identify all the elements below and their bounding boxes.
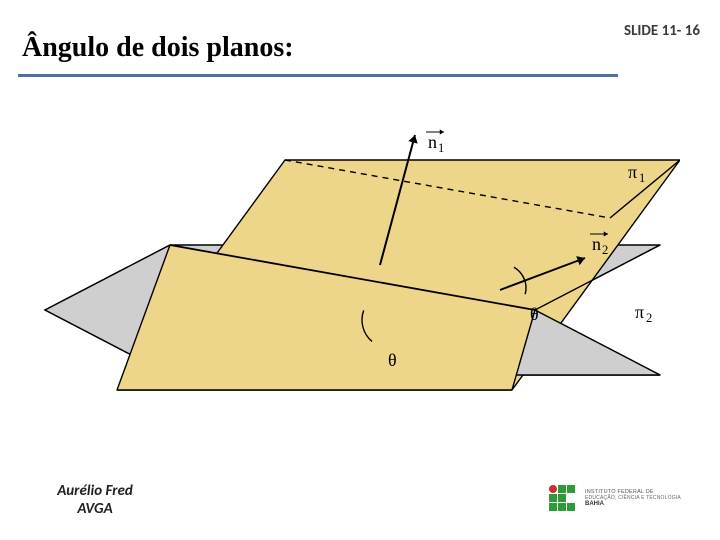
- svg-text:π: π: [628, 162, 637, 182]
- title-underline: [18, 74, 618, 77]
- svg-text:2: 2: [646, 311, 652, 325]
- svg-text:1: 1: [639, 171, 645, 185]
- planes-angle-diagram: n1n2π1π2θθ: [40, 100, 680, 430]
- author-block: Aurélio Fred AVGA: [40, 482, 150, 518]
- page-title: Ângulo de dois planos:: [22, 32, 294, 64]
- author-name: Aurélio Fred: [40, 482, 150, 500]
- svg-text:θ: θ: [388, 350, 397, 370]
- svg-text:n: n: [428, 132, 437, 152]
- svg-text:n: n: [592, 234, 601, 254]
- logo-text-2: EDUCAÇÃO, CIÊNCIA E TECNOLOGIA: [585, 495, 681, 501]
- svg-text:θ: θ: [530, 304, 539, 324]
- logo-text-3: BAHIA: [585, 501, 681, 507]
- author-course: AVGA: [40, 500, 150, 518]
- svg-text:2: 2: [602, 243, 608, 257]
- slide-number: SLIDE 11- 16: [624, 22, 700, 40]
- svg-text:π: π: [635, 302, 644, 322]
- institution-logo: INSTITUTO FEDERAL DE EDUCAÇÃO, CIÊNCIA E…: [548, 484, 698, 518]
- svg-text:1: 1: [438, 141, 444, 155]
